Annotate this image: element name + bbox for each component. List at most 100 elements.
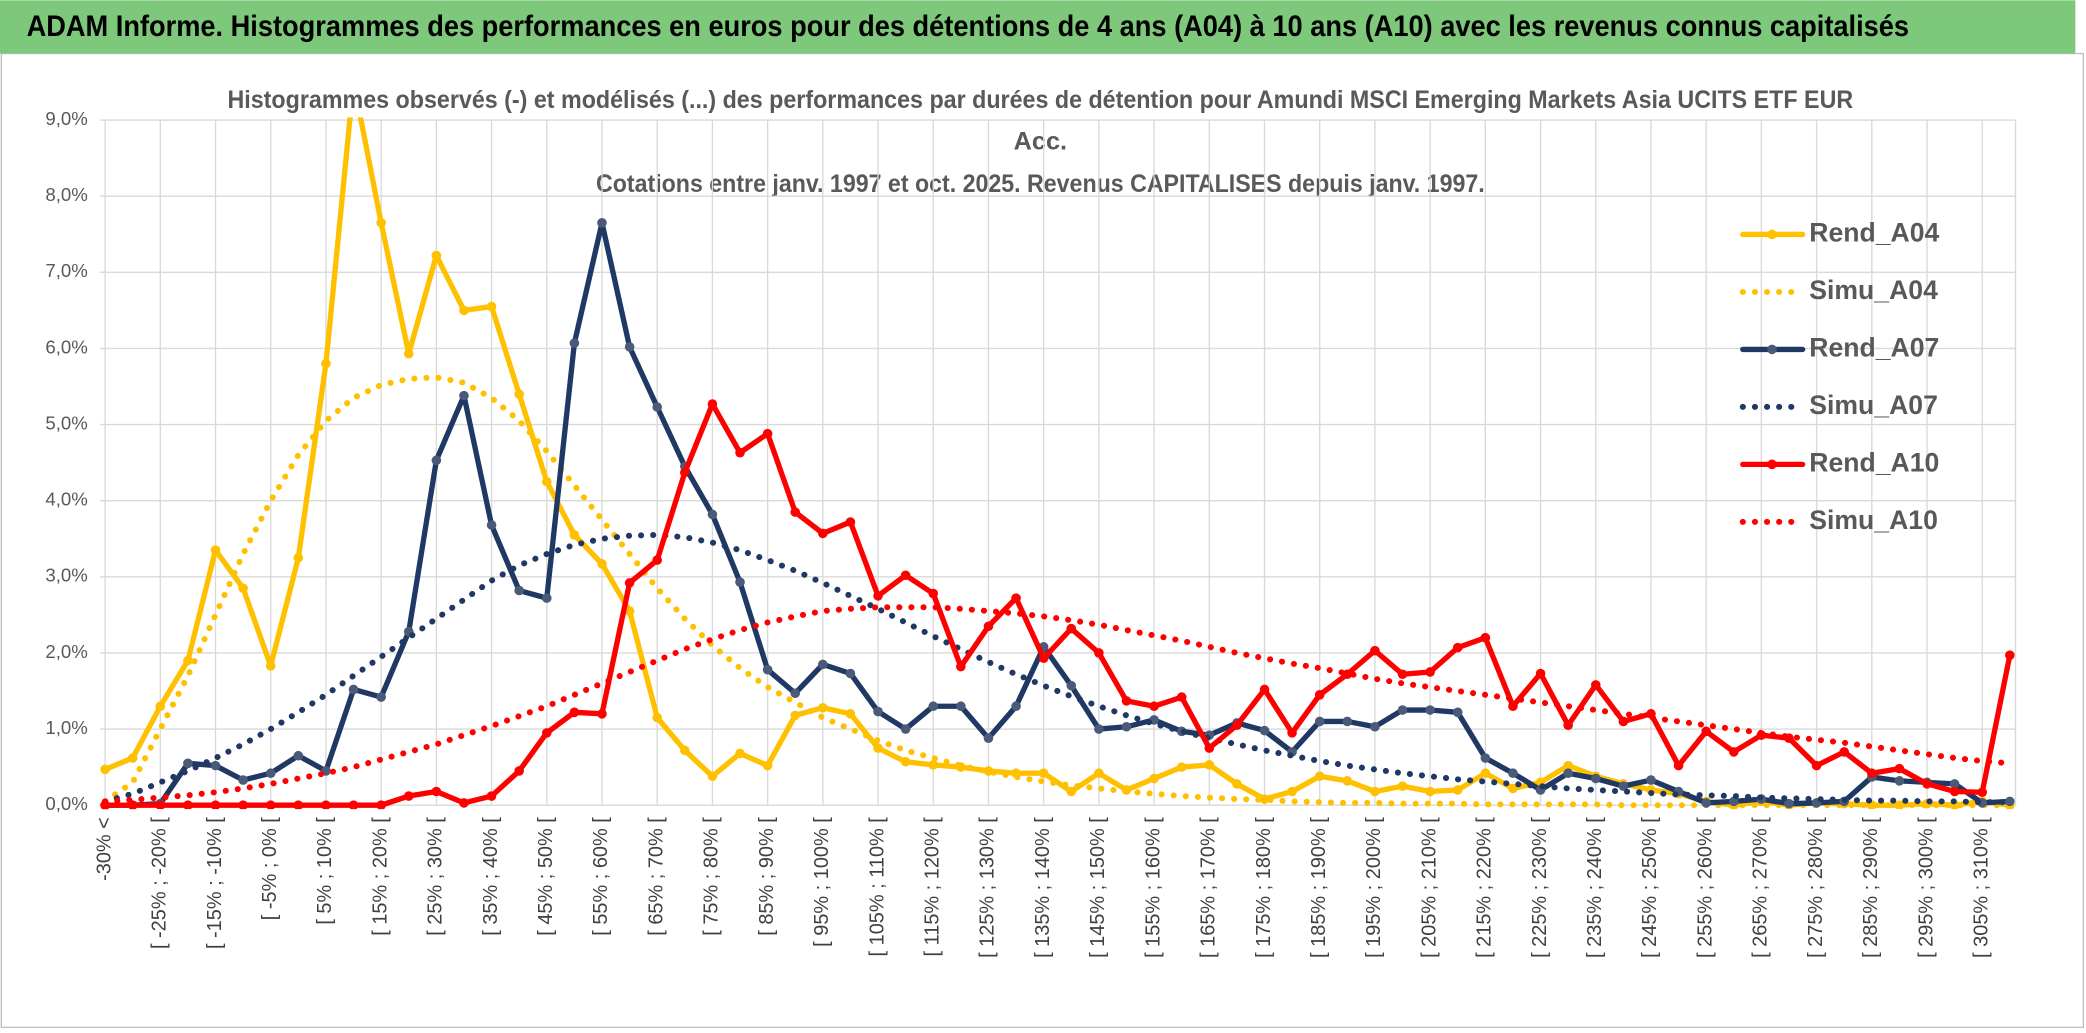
data-point [2005, 796, 2015, 807]
data-point [1922, 779, 1932, 789]
data-point [1370, 721, 1380, 732]
data-point [1287, 786, 1297, 797]
data-point [569, 530, 580, 540]
data-point [1314, 716, 1325, 727]
data-point [403, 348, 414, 359]
x-tick-label: [ 305% ; 310% [ [1970, 817, 1992, 958]
legend-marker [1767, 344, 1777, 355]
data-point [735, 447, 745, 458]
legend-label: Rend_A07 [1809, 332, 1939, 362]
data-point [900, 570, 911, 581]
data-point [1342, 716, 1353, 727]
data-point [376, 800, 386, 810]
data-point [1618, 781, 1629, 791]
x-tick-label: [ 245% ; 250% [ [1639, 817, 1661, 958]
data-point [652, 555, 662, 565]
data-point [321, 800, 331, 810]
x-tick-label: [ 275% ; 280% [ [1805, 817, 1827, 958]
data-point [183, 800, 193, 810]
data-point [1038, 768, 1049, 779]
data-point [1149, 701, 1159, 712]
y-tick-label: 4,0% [45, 489, 87, 510]
series-line [102, 374, 2013, 809]
header-title: ADAM Informe. Histogrammes des performan… [27, 11, 1909, 43]
x-tick-label: [ 35% ; 40% [ [480, 817, 502, 936]
data-point [238, 800, 248, 810]
x-tick-label: [ 15% ; 20% [ [369, 817, 391, 936]
data-point [818, 659, 828, 670]
data-point [1121, 696, 1132, 706]
data-point [541, 593, 552, 603]
data-point [1590, 773, 1601, 784]
data-point [1618, 716, 1629, 727]
y-tick-label: 3,0% [45, 565, 87, 586]
data-point [1508, 768, 1518, 779]
data-point [652, 712, 662, 723]
x-tick-label: [ 285% ; 290% [ [1860, 817, 1882, 958]
data-point [652, 402, 662, 412]
data-point [707, 771, 718, 782]
data-point [845, 517, 856, 527]
x-tick-label: [ 255% ; 260% [ [1694, 817, 1716, 958]
data-point [1370, 645, 1380, 656]
data-point [1011, 701, 1021, 712]
data-point [321, 358, 331, 369]
legend-label: Simu_A04 [1809, 275, 1938, 305]
data-point [1397, 669, 1408, 680]
data-point [1784, 798, 1794, 809]
data-point [238, 775, 248, 785]
data-point [873, 591, 883, 601]
data-point [983, 621, 994, 632]
legend-label: Rend_A10 [1809, 447, 1939, 477]
data-point [790, 507, 801, 517]
data-point [1728, 747, 1739, 757]
data-point [1894, 776, 1905, 786]
data-point [1949, 786, 1960, 797]
data-point [707, 399, 718, 409]
y-tick-label: 5,0% [45, 412, 87, 433]
chart-title: Histogrammes observés (-) et modélisés (… [227, 86, 1853, 114]
x-tick-label: [ 135% ; 140% [ [1032, 817, 1054, 958]
data-point [762, 760, 773, 771]
x-tick-label: [ 5% ; 10% [ [314, 817, 336, 925]
data-point [597, 218, 607, 228]
y-tick-label: 7,0% [45, 260, 87, 281]
y-tick-label: 1,0% [45, 717, 87, 738]
data-point [845, 709, 856, 719]
data-point [514, 766, 524, 776]
data-point [624, 606, 635, 616]
data-point [569, 338, 580, 348]
data-point [900, 724, 911, 734]
data-point [348, 684, 359, 695]
data-point [348, 800, 359, 810]
data-point [735, 748, 745, 759]
data-point [1425, 667, 1435, 677]
data-point [210, 760, 221, 771]
data-point [624, 342, 635, 352]
data-point [183, 758, 193, 769]
x-tick-label: [ -5% ; 0% [ [259, 817, 281, 921]
data-point [1314, 690, 1325, 700]
data-point [928, 701, 939, 712]
data-point [1425, 705, 1435, 715]
x-tick-label: [ 225% ; 230% [ [1529, 817, 1551, 958]
data-point [983, 733, 994, 743]
data-point [1839, 747, 1849, 757]
data-point [1066, 680, 1077, 691]
data-point [183, 655, 193, 666]
data-point [376, 218, 386, 228]
data-point [541, 476, 552, 487]
data-point [790, 688, 801, 699]
x-tick-label: [ 125% ; 130% [ [977, 817, 999, 958]
series-line [102, 604, 2013, 805]
data-point [1508, 701, 1518, 712]
legend-marker [1767, 229, 1777, 240]
data-point [1259, 725, 1270, 736]
x-tick-label: [ -15% ; -10% [ [204, 817, 226, 949]
data-point [1894, 763, 1905, 774]
data-point [486, 301, 497, 312]
data-point [569, 707, 580, 718]
x-tick-label: [ 215% ; 220% [ [1474, 817, 1496, 958]
data-point [431, 250, 442, 261]
y-tick-label: 2,0% [45, 641, 87, 662]
